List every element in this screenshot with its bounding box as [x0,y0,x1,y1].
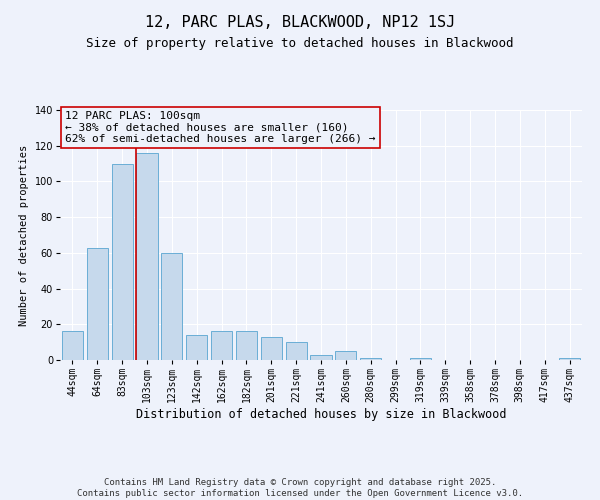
Bar [310,354,332,360]
Text: 12, PARC PLAS, BLACKWOOD, NP12 1SJ: 12, PARC PLAS, BLACKWOOD, NP12 1SJ [145,15,455,30]
Bar [410,358,431,360]
Bar [186,335,207,360]
Bar [261,337,282,360]
Bar [360,358,381,360]
Bar [211,332,232,360]
Text: Contains HM Land Registry data © Crown copyright and database right 2025.
Contai: Contains HM Land Registry data © Crown c… [77,478,523,498]
Bar [161,253,182,360]
Bar [136,153,158,360]
Bar [236,332,257,360]
X-axis label: Distribution of detached houses by size in Blackwood: Distribution of detached houses by size … [136,408,506,421]
Bar [62,332,83,360]
Bar [559,358,580,360]
Y-axis label: Number of detached properties: Number of detached properties [19,144,29,326]
Bar [335,351,356,360]
Text: 12 PARC PLAS: 100sqm
← 38% of detached houses are smaller (160)
62% of semi-deta: 12 PARC PLAS: 100sqm ← 38% of detached h… [65,112,376,144]
Text: Size of property relative to detached houses in Blackwood: Size of property relative to detached ho… [86,38,514,51]
Bar [286,342,307,360]
Bar [112,164,133,360]
Bar [87,248,108,360]
